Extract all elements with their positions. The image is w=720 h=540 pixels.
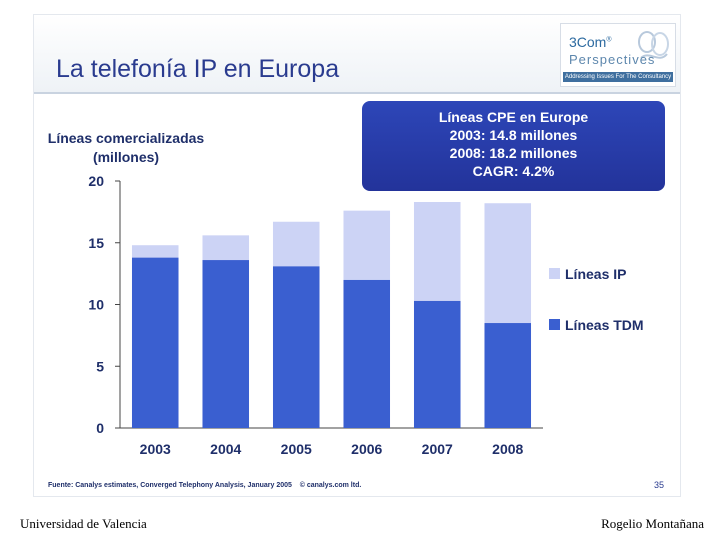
slide: La telefonía IP en Europa 3Com® Perspect… — [33, 14, 681, 497]
x-tick-label: 2008 — [492, 441, 523, 457]
bar-ip-2005 — [272, 221, 320, 267]
footer-university: Universidad de Valencia — [20, 516, 147, 531]
bar-tdm-2004 — [202, 260, 250, 428]
callout-line: CAGR: 4.2% — [472, 163, 555, 179]
bar-ip-2004 — [202, 235, 250, 261]
source-copyright: © canalys.com ltd. — [299, 482, 362, 489]
logo-name: 3Com® — [569, 34, 612, 50]
bar-tdm-2008 — [484, 323, 532, 428]
summary-callout: Líneas CPE en Europe 2003: 14.8 millones… — [362, 101, 665, 191]
bar-ip-2003 — [131, 245, 179, 258]
page-number: 35 — [654, 480, 665, 490]
y-tick-label: 15 — [88, 235, 104, 251]
y-tick-label: 0 — [96, 420, 104, 436]
legend-swatch — [549, 319, 560, 330]
x-tick-label: 2006 — [351, 441, 382, 457]
bar-tdm-2003 — [131, 257, 179, 428]
y-tick-label: 5 — [96, 358, 104, 374]
bar-tdm-2006 — [343, 279, 391, 428]
y-tick-label: 20 — [88, 173, 104, 189]
title-divider — [34, 92, 680, 94]
logo-name-text: 3Com — [569, 34, 607, 50]
callout-line: 2003: 14.8 millones — [449, 127, 578, 143]
source-text: Fuente: Canalys estimates, Converged Tel… — [48, 482, 292, 489]
x-tick-label: 2004 — [210, 441, 241, 457]
source-note: Fuente: Canalys estimates, Converged Tel… — [48, 482, 361, 489]
bar-ip-2007 — [413, 201, 461, 301]
legend-label: Líneas IP — [565, 266, 626, 282]
y-tick-label: 10 — [88, 297, 104, 313]
x-tick-label: 2003 — [140, 441, 171, 457]
logo-tagline: Addressing Issues For The Consultancy — [563, 72, 673, 82]
bar-tdm-2005 — [272, 266, 320, 428]
logo-swirl-icon — [638, 31, 669, 59]
y-axis-title: Líneas comercializadas — [48, 130, 205, 146]
logo-perspectives: Perspectives — [569, 52, 656, 67]
company-logo: 3Com® Perspectives Addressing Issues For… — [560, 23, 676, 87]
bar-tdm-2007 — [413, 300, 461, 428]
stacked-bar-chart: Líneas comercializadas (millones) 0 5 10 15 20… — [48, 130, 644, 457]
slide-title: La telefonía IP en Europa — [56, 55, 340, 83]
bar-ip-2008 — [484, 203, 532, 324]
footer-author: Rogelio Montañana — [601, 516, 704, 531]
y-axis-title: (millones) — [93, 149, 159, 165]
legend-swatch — [549, 268, 560, 279]
bar-ip-2006 — [343, 210, 391, 280]
logo-registered-mark: ® — [606, 36, 612, 44]
x-tick-label: 2007 — [422, 441, 453, 457]
legend-label: Líneas TDM — [565, 317, 644, 333]
callout-line: 2008: 18.2 millones — [449, 145, 578, 161]
callout-line: Líneas CPE en Europe — [438, 109, 589, 125]
x-tick-label: 2005 — [281, 441, 312, 457]
